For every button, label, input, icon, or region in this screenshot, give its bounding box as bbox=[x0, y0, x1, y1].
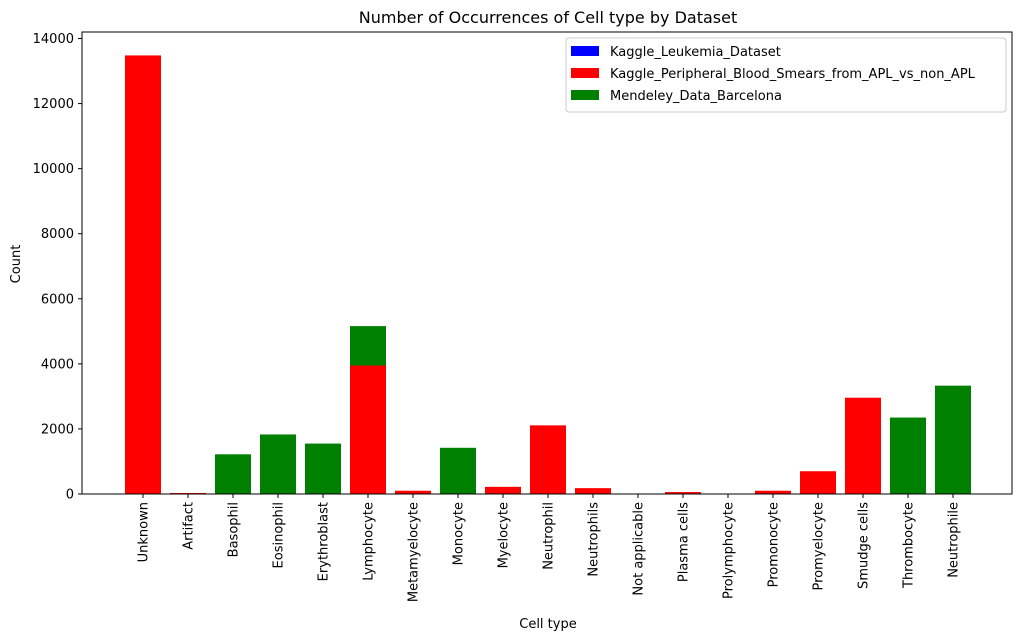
x-tick-label: Promyelocyte bbox=[812, 502, 827, 590]
x-tick-label: Thrombocyte bbox=[902, 502, 917, 589]
x-tick-label: Eosinophil bbox=[272, 502, 287, 568]
legend: Kaggle_Leukemia_Dataset Kaggle_Peripheral… bbox=[565, 37, 1007, 113]
legend-entry: Kaggle_Leukemia_Dataset bbox=[610, 45, 781, 60]
legend-entry: Kaggle_Peripheral_Blood_Smears_from_APL_… bbox=[610, 67, 976, 82]
bar-basophil-series-3 bbox=[215, 454, 251, 494]
legend-entry: Mendeley_Data_Barcelona bbox=[610, 89, 782, 104]
x-tick-label: Smudge cells bbox=[857, 502, 872, 589]
y-tick-label: 14000 bbox=[33, 32, 74, 47]
x-tick-label: Prolymphocyte bbox=[722, 502, 737, 599]
x-tick-label: Artifact bbox=[182, 502, 197, 550]
bars-layer bbox=[125, 55, 971, 495]
bar-unknown-series-2 bbox=[125, 55, 161, 495]
bar-neutrophils-series-2 bbox=[575, 488, 611, 494]
bar-thrombocyte-series-3 bbox=[890, 417, 926, 494]
x-tick-label: Neutrophile bbox=[947, 502, 962, 578]
x-tick-label: Plasma cells bbox=[677, 502, 692, 582]
bar-neutrophil-series-2 bbox=[530, 425, 566, 494]
x-tick-label: Promonocyte bbox=[767, 502, 782, 587]
x-tick-label: Lymphocyte bbox=[362, 502, 377, 581]
chart-title: Number of Occurrences of Cell type by Da… bbox=[359, 8, 737, 27]
x-tick-label: Neutrophils bbox=[587, 502, 602, 577]
legend-swatch bbox=[571, 90, 599, 100]
bar-eosinophil-series-3 bbox=[260, 434, 296, 494]
x-tick-label: Metamyelocyte bbox=[407, 502, 422, 602]
legend-swatch bbox=[571, 68, 599, 78]
x-tick-label: Neutrophil bbox=[542, 502, 557, 570]
x-tick-label: Monocyte bbox=[452, 502, 467, 565]
legend-box bbox=[565, 37, 1007, 113]
x-tick-label: Unknown bbox=[137, 502, 152, 562]
y-tick-label: 12000 bbox=[33, 97, 74, 112]
bar-metamyelocyte-series-2 bbox=[395, 490, 431, 494]
bar-promyelocyte-series-2 bbox=[800, 471, 836, 494]
x-tick-label: Myelocyte bbox=[497, 502, 512, 568]
axes-layer: 0 2000 4000 6000 8000 10000 12000 14000 Unknown A… bbox=[33, 31, 1013, 602]
y-tick-label: 0 bbox=[66, 488, 74, 503]
y-tick-label: 2000 bbox=[41, 422, 74, 437]
y-tick-label: 10000 bbox=[33, 162, 74, 177]
bar-myelocyte-series-2 bbox=[485, 486, 521, 494]
bar-promonocyte-series-2 bbox=[755, 490, 791, 494]
bar-plasma-cells-series-2 bbox=[665, 492, 701, 494]
x-tick-label: Not applicable bbox=[632, 502, 647, 596]
bar-lymphocyte-series-3 bbox=[350, 326, 386, 366]
bar-smudge-cells-series-2 bbox=[845, 397, 881, 494]
y-tick-label: 4000 bbox=[41, 357, 74, 372]
bar-erythroblast-series-3 bbox=[305, 443, 341, 494]
x-tick-label: Erythroblast bbox=[317, 502, 332, 581]
legend-swatch bbox=[571, 46, 599, 56]
y-tick-label: 8000 bbox=[41, 227, 74, 242]
bar-neutrophile-series-3 bbox=[935, 385, 971, 494]
x-axis-label: Cell type bbox=[519, 617, 576, 632]
bar-monocyte-series-3 bbox=[440, 447, 476, 494]
y-axis-label: Count bbox=[9, 245, 24, 284]
plot-frame bbox=[81, 31, 1013, 495]
bar-lymphocyte-series-2 bbox=[350, 365, 386, 494]
y-tick-label: 6000 bbox=[41, 292, 74, 307]
x-tick-label: Basophil bbox=[227, 502, 242, 557]
